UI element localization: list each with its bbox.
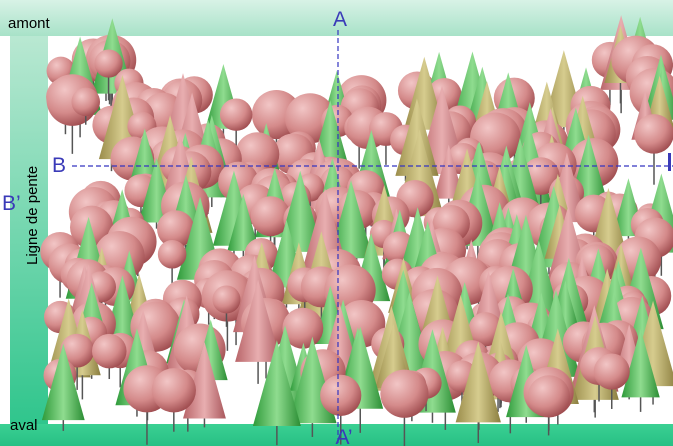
crown <box>433 144 464 199</box>
section-b-mark <box>668 153 671 171</box>
crown <box>395 98 439 176</box>
crown <box>219 98 253 131</box>
trees <box>40 15 673 446</box>
crown <box>621 328 660 398</box>
slope-label: Ligne de pente <box>24 166 41 265</box>
crown <box>151 368 196 413</box>
crown <box>329 180 373 259</box>
section-b-end: B’ <box>2 192 21 215</box>
crown <box>282 307 324 349</box>
crown <box>60 333 95 368</box>
crown <box>227 193 260 251</box>
crown <box>91 333 127 369</box>
crown <box>212 285 241 314</box>
crown <box>41 343 85 421</box>
section-b-start: B <box>52 154 66 177</box>
bottom-band <box>0 424 673 446</box>
crown <box>527 375 570 418</box>
section-a-start: A <box>333 8 347 31</box>
crown <box>455 341 501 423</box>
crown <box>157 210 195 248</box>
crown <box>71 87 101 117</box>
crown <box>250 196 291 237</box>
crown <box>593 353 630 390</box>
crown <box>252 340 301 427</box>
crown <box>380 369 429 418</box>
crown <box>157 239 187 269</box>
crown <box>235 279 282 362</box>
crown <box>634 114 673 154</box>
crown <box>94 49 123 78</box>
crown <box>320 374 362 416</box>
section-a-end: A’ <box>335 426 352 446</box>
top-label: amont <box>8 15 51 32</box>
slope-band <box>10 36 48 426</box>
bottom-label: aval <box>10 417 38 434</box>
